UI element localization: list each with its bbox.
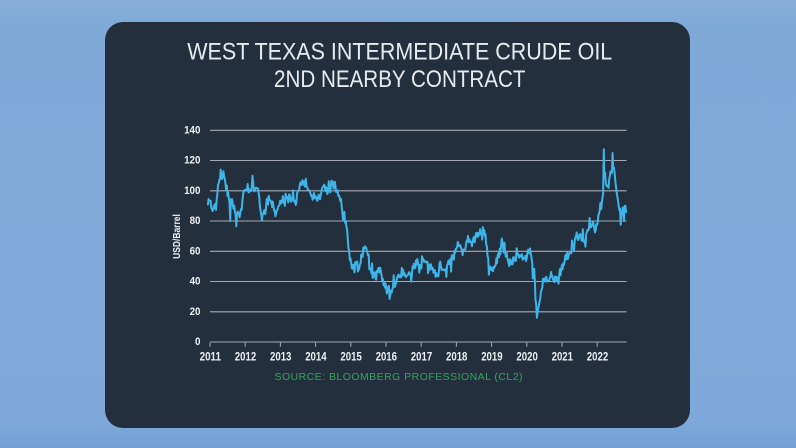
svg-text:2ND NEARBY CONTRACT: 2ND NEARBY CONTRACT (274, 66, 526, 93)
svg-text:2013: 2013 (270, 349, 292, 363)
svg-text:2016: 2016 (376, 349, 398, 363)
svg-text:2014: 2014 (305, 349, 327, 363)
svg-text:20: 20 (190, 306, 201, 318)
svg-text:2022: 2022 (587, 349, 609, 363)
svg-text:2017: 2017 (411, 349, 433, 363)
svg-text:40: 40 (190, 276, 201, 288)
svg-text:2021: 2021 (552, 349, 574, 363)
svg-text:2020: 2020 (516, 349, 538, 363)
svg-text:2011: 2011 (200, 349, 222, 363)
svg-text:60: 60 (190, 246, 201, 258)
svg-text:140: 140 (184, 125, 200, 137)
svg-text:SOURCE: BLOOMBERG PROFESSIONAL: SOURCE: BLOOMBERG PROFESSIONAL (CL2) (275, 371, 523, 383)
svg-text:2015: 2015 (340, 349, 362, 363)
svg-text:100: 100 (184, 185, 200, 197)
svg-text:80: 80 (190, 215, 201, 227)
svg-text:2018: 2018 (446, 349, 468, 363)
svg-text:2019: 2019 (481, 349, 503, 363)
svg-text:WEST TEXAS INTERMEDIATE CRUDE: WEST TEXAS INTERMEDIATE CRUDE OIL (187, 39, 612, 66)
svg-text:2012: 2012 (235, 349, 257, 363)
svg-text:120: 120 (184, 155, 200, 167)
svg-text:USD/Barrel: USD/Barrel (171, 214, 183, 259)
svg-text:0: 0 (195, 336, 201, 348)
